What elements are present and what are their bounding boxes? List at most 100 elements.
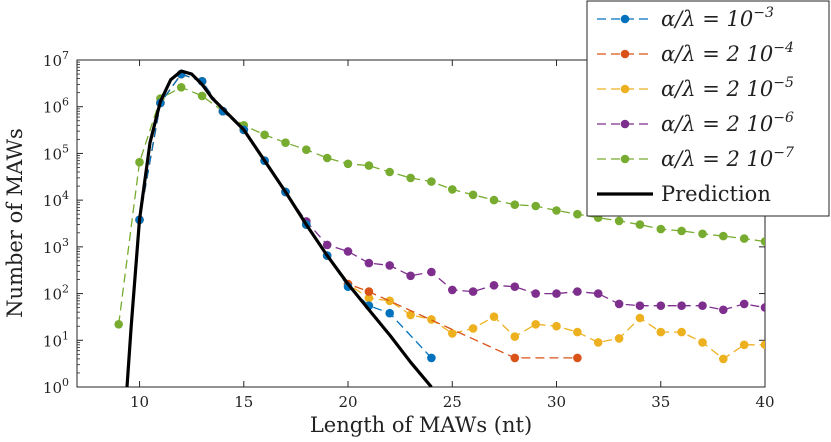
x-tick-label: 15 <box>234 393 253 411</box>
data-point <box>656 327 666 337</box>
data-point <box>448 185 457 194</box>
data-point <box>489 281 499 290</box>
data-point <box>760 237 765 246</box>
data-point <box>656 301 666 311</box>
y-tick-label: 104 <box>43 189 69 210</box>
data-point <box>614 299 624 309</box>
data-point <box>364 258 374 268</box>
data-point <box>385 296 395 306</box>
data-point <box>468 324 478 333</box>
data-point <box>385 167 395 177</box>
y-tick-label: 100 <box>43 376 69 397</box>
data-point <box>635 301 645 311</box>
data-point <box>448 329 457 338</box>
x-tick-label: 10 <box>130 393 149 411</box>
data-point <box>677 226 686 236</box>
data-point <box>197 91 207 101</box>
series-line-4 <box>118 86 765 325</box>
data-point <box>739 340 749 350</box>
data-point <box>739 234 749 243</box>
data-point <box>760 340 765 350</box>
legend-label: α/λ = 2 10−5 <box>661 75 794 101</box>
y-tick-label: 106 <box>43 96 69 117</box>
x-tick-label: 35 <box>651 393 670 411</box>
legend-marker <box>620 119 630 129</box>
data-point <box>385 308 395 318</box>
data-point <box>531 201 540 211</box>
data-point <box>406 173 415 183</box>
legend-label: α/λ = 2 10−6 <box>661 110 794 136</box>
data-point <box>322 240 332 250</box>
data-point <box>468 190 478 200</box>
legend-label: Prediction <box>661 182 771 206</box>
data-point <box>739 299 749 309</box>
data-point <box>364 293 374 303</box>
data-point <box>510 282 520 292</box>
data-point <box>510 353 520 363</box>
data-point <box>260 130 269 140</box>
data-point <box>427 315 436 324</box>
data-point <box>468 287 478 296</box>
data-point <box>552 206 561 215</box>
data-point <box>322 153 332 163</box>
axis-ticks: 10 15 20 25 30 35 40 100 101 102 103 104 105 106 107 <box>43 49 775 411</box>
data-point <box>573 327 582 337</box>
data-point <box>427 177 436 186</box>
data-point <box>448 285 457 295</box>
data-point <box>427 353 436 363</box>
legend-marker <box>620 49 630 59</box>
data-point <box>677 327 686 337</box>
x-axis-label: Length of MAWs (nt) <box>310 413 532 437</box>
legend-marker <box>620 154 630 164</box>
data-point <box>614 334 624 343</box>
data-point <box>573 209 582 219</box>
data-point <box>593 289 603 298</box>
data-point <box>281 138 290 147</box>
y-tick-label: 101 <box>43 329 69 350</box>
data-point <box>364 287 374 296</box>
legend-marker <box>620 14 630 24</box>
y-tick-label: 107 <box>43 49 69 70</box>
data-point <box>719 305 728 315</box>
series-line-prediction <box>125 69 433 387</box>
data-point <box>719 231 728 241</box>
data-point <box>635 313 645 323</box>
data-point <box>698 338 707 347</box>
x-tick-label: 40 <box>755 393 774 411</box>
legend-marker <box>620 84 630 94</box>
data-point <box>427 267 436 277</box>
data-point <box>635 220 645 229</box>
data-point <box>677 301 686 311</box>
data-point <box>302 145 311 154</box>
data-point <box>552 289 561 298</box>
y-axis-label: Number of MAWs <box>3 128 27 318</box>
legend: α/λ = 10−3 α/λ = 2 10−4 α/λ = 2 10−5 α/λ = … <box>586 0 830 217</box>
data-point <box>698 301 707 311</box>
data-point <box>698 229 707 239</box>
data-point <box>593 338 603 347</box>
legend-label: α/λ = 2 10−4 <box>661 40 794 66</box>
series-layer <box>114 69 765 387</box>
data-point <box>760 303 765 312</box>
x-tick-label: 20 <box>338 393 357 411</box>
data-point <box>719 354 728 364</box>
x-tick-label: 25 <box>443 393 462 411</box>
data-point <box>552 321 561 331</box>
data-point <box>573 353 582 363</box>
legend-box <box>586 0 830 217</box>
data-point <box>510 200 520 209</box>
data-point <box>489 195 499 205</box>
data-point <box>406 271 415 281</box>
data-point <box>573 287 582 296</box>
data-point <box>510 332 520 341</box>
data-point <box>406 310 415 320</box>
data-point <box>531 289 540 298</box>
y-tick-label: 102 <box>43 283 69 304</box>
y-tick-label: 103 <box>43 236 69 257</box>
data-point <box>176 83 186 92</box>
data-point <box>343 247 353 256</box>
data-point <box>489 312 499 322</box>
x-tick-label: 30 <box>547 393 566 411</box>
data-point <box>114 320 123 329</box>
